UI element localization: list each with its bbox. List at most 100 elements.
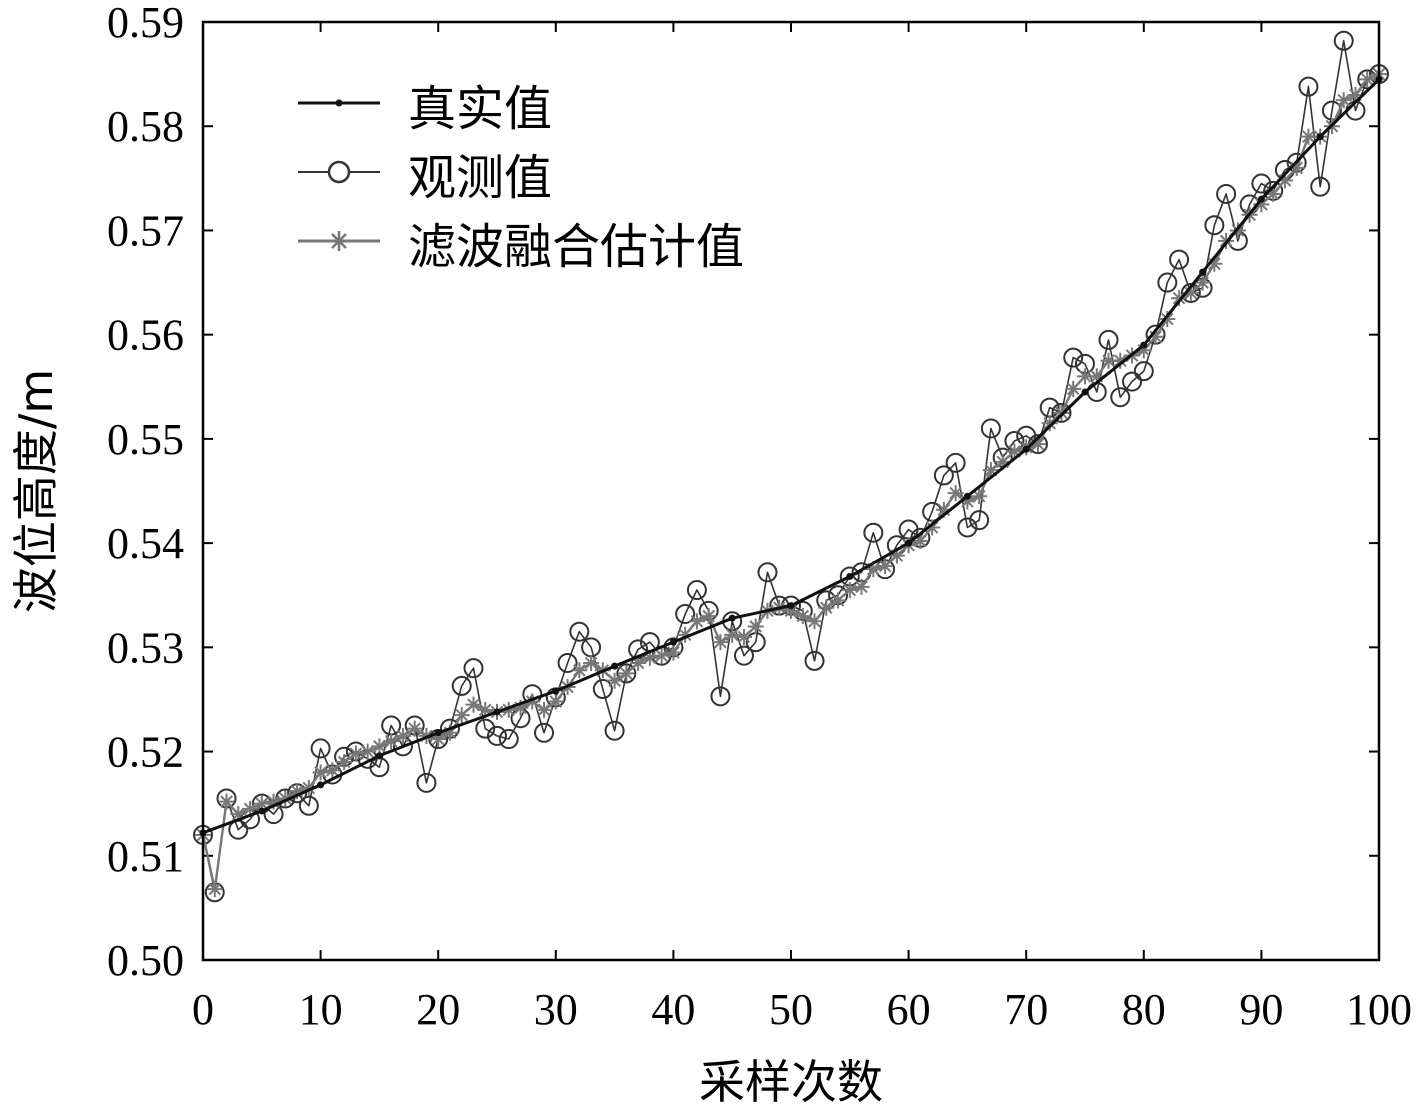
data-point [863, 522, 884, 543]
data-point [218, 793, 235, 810]
plot-frame [201, 20, 1381, 962]
x-tick-label: 60 [887, 985, 931, 1034]
data-point [552, 687, 560, 695]
data-point [945, 452, 966, 473]
data-point [747, 618, 764, 635]
data-point [1051, 402, 1072, 423]
series-0 [199, 75, 1383, 837]
data-point [312, 764, 329, 781]
data-point [757, 562, 778, 583]
data-point [618, 665, 635, 682]
data-point [1100, 352, 1117, 369]
x-tick-label: 40 [651, 985, 695, 1034]
y-tick-label: 0.52 [107, 728, 184, 777]
y-tick-label: 0.54 [107, 519, 184, 568]
data-point [963, 492, 971, 500]
data-point [1063, 347, 1084, 368]
data-point [1140, 341, 1148, 349]
data-point [957, 517, 978, 538]
data-point [375, 752, 383, 760]
data-point [686, 580, 707, 601]
data-point [933, 465, 954, 486]
data-point [347, 745, 364, 762]
data-point [451, 675, 472, 696]
x-tick-label: 80 [1122, 985, 1166, 1034]
data-point [830, 592, 847, 609]
data-point [592, 679, 613, 700]
data-point [557, 652, 578, 673]
data-point [359, 743, 376, 760]
x-tick-label: 90 [1239, 985, 1283, 1034]
data-point [1065, 380, 1082, 397]
legend-label-observed: 观测值 [408, 150, 552, 206]
data-point [1257, 195, 1265, 203]
legend-star-icon [329, 231, 349, 251]
data-point [806, 613, 823, 630]
x-tick-label: 20 [416, 985, 460, 1034]
y-tick-label: 0.58 [107, 102, 184, 151]
legend: 真实值 观测值 滤波融合估计值 [298, 81, 744, 275]
series-layer [193, 30, 1389, 903]
y-tick-label: 0.56 [107, 311, 184, 360]
data-point [534, 722, 555, 743]
data-point [463, 658, 484, 679]
tick-labels: 0 10 20 30 40 50 60 70 80 90 100 0.50 0.51 0.52 0.53 0.… [107, 0, 1412, 1034]
legend-item-observed: 观测值 [298, 150, 552, 206]
data-point [1098, 329, 1119, 350]
data-point [669, 638, 677, 646]
data-point [434, 729, 442, 737]
data-point [1169, 249, 1190, 270]
data-point [616, 663, 637, 684]
data-point [724, 626, 741, 643]
data-point [569, 621, 590, 642]
data-point [818, 599, 835, 616]
data-point [493, 708, 501, 716]
data-point [317, 781, 325, 789]
data-point [728, 614, 736, 622]
data-point [583, 654, 600, 671]
data-point [1110, 387, 1131, 408]
legend-item-fused: 滤波融合估计值 [298, 219, 744, 275]
data-point [846, 572, 854, 580]
data-point [1310, 176, 1331, 197]
data-point [905, 539, 913, 547]
data-point [665, 644, 682, 661]
data-point [416, 772, 437, 793]
data-point [1157, 272, 1178, 293]
data-point [1316, 133, 1324, 141]
data-point [1122, 371, 1143, 392]
data-point [712, 634, 729, 651]
data-point [1022, 445, 1030, 453]
data-point [1298, 76, 1319, 97]
y-axis-label: 波位高度/m [9, 369, 63, 613]
data-point [1204, 215, 1225, 236]
axis-ticks [202, 21, 1380, 961]
data-point [1133, 361, 1154, 382]
data-point [536, 701, 553, 718]
legend-label-fused: 滤波融合估计值 [408, 219, 744, 275]
data-point [258, 807, 266, 815]
data-point [606, 672, 623, 689]
data-point [1335, 92, 1352, 109]
data-point [700, 608, 717, 625]
data-point [547, 693, 564, 710]
y-tick-label: 0.50 [107, 936, 184, 985]
legend-item-true: 真实值 [298, 81, 552, 137]
y-tick-label: 0.51 [107, 832, 184, 881]
x-tick-label: 10 [299, 985, 343, 1034]
data-point [688, 613, 705, 630]
data-point [971, 488, 988, 505]
x-tick-label: 30 [534, 985, 578, 1034]
legend-label-true: 真实值 [408, 81, 552, 137]
data-point [710, 686, 731, 707]
data-point [1180, 282, 1201, 303]
data-point [406, 720, 423, 737]
legend-circle-icon [327, 160, 351, 184]
y-tick-label: 0.53 [107, 623, 184, 672]
data-point [947, 485, 964, 502]
data-point [653, 647, 670, 664]
data-point [980, 418, 1001, 439]
data-point [1199, 268, 1207, 276]
data-point [1333, 30, 1354, 51]
data-point [371, 738, 388, 755]
